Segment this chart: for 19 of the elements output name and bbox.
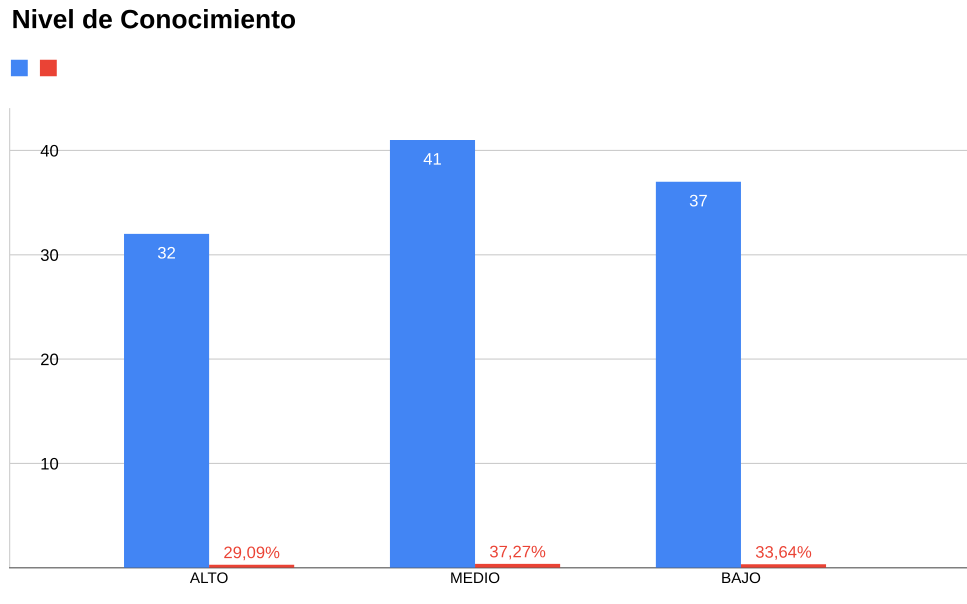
x-tick-label: BAJO	[722, 572, 760, 584]
data-label: 29,09%	[224, 546, 280, 560]
data-label: 37,27%	[490, 546, 546, 560]
x-tick-label: MEDIO	[451, 572, 500, 584]
bar	[656, 182, 741, 568]
chart-title: Nivel de Conocimiento	[13, 9, 296, 28]
y-tick-label: 40	[40, 144, 58, 157]
x-tick-label: ALTO	[190, 572, 228, 584]
y-tick-label: 30	[40, 249, 58, 261]
data-label: 32	[158, 246, 175, 259]
data-label: 33,64%	[756, 546, 812, 560]
bar	[390, 140, 476, 568]
y-tick-label: 10	[41, 458, 58, 470]
bar	[475, 564, 560, 568]
y-tick-label: 20	[41, 354, 58, 366]
bar	[124, 234, 210, 568]
data-label: 41	[424, 153, 441, 165]
data-label: 37	[690, 194, 707, 207]
bar	[209, 564, 294, 568]
